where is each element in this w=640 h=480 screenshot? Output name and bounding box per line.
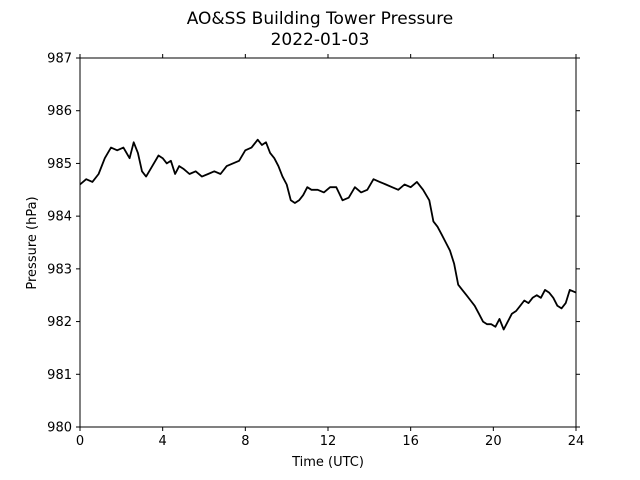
x-tick-label: 4 — [159, 434, 167, 449]
pressure-series-line — [79, 138, 577, 331]
x-tick-label: 8 — [241, 434, 249, 449]
y-tick-label: 985 — [47, 157, 72, 172]
y-tick-label: 981 — [47, 368, 72, 383]
x-tick-label: 0 — [76, 434, 84, 449]
y-tick-label: 983 — [47, 262, 72, 277]
x-tick-label: 20 — [485, 434, 502, 449]
x-tick-label: 16 — [402, 434, 419, 449]
chart-title: AO&SS Building Tower Pressure — [187, 9, 454, 29]
x-tick-label: 24 — [568, 434, 585, 449]
chart-subtitle: 2022-01-03 — [271, 30, 370, 50]
plot-area-frame — [79, 57, 577, 428]
y-tick-label: 980 — [47, 421, 72, 436]
y-axis-label: Pressure (hPa) — [25, 196, 40, 289]
y-tick-label: 987 — [47, 52, 72, 67]
x-tick-label: 12 — [320, 434, 337, 449]
y-tick-label: 982 — [47, 315, 72, 330]
y-tick-label: 984 — [47, 210, 72, 225]
y-tick-label: 986 — [47, 104, 72, 119]
x-axis-label: Time (UTC) — [291, 455, 364, 470]
